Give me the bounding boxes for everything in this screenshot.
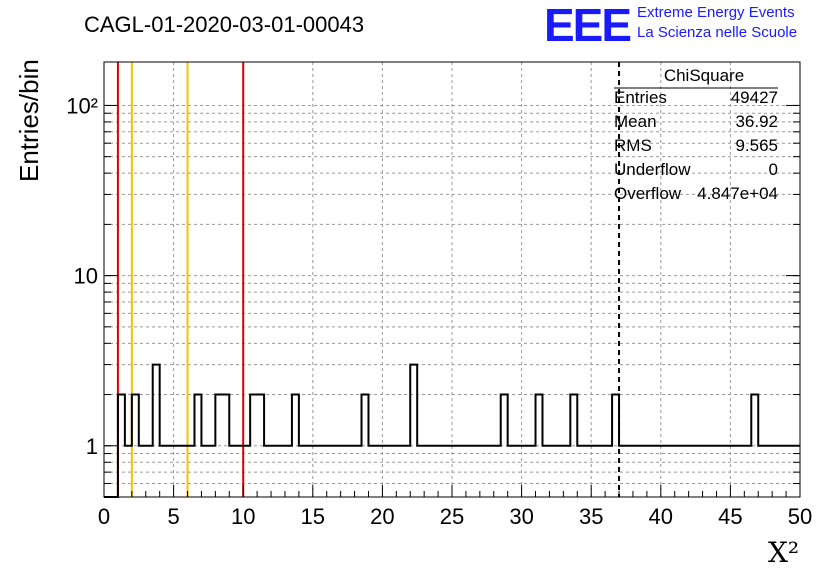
stats-box: ChiSquare Entries 49427 Mean 36.92 RMS 9.56… <box>614 66 778 206</box>
y-tick-label: 10² <box>66 93 98 118</box>
stats-row-overflow: Overflow 4.847e+04 <box>614 182 778 206</box>
stats-value: 0 <box>768 160 778 179</box>
stats-label: Mean <box>614 112 657 131</box>
y-axis-label: Entries/bin <box>14 59 44 182</box>
stats-row-mean: Mean 36.92 <box>614 110 778 134</box>
stats-value: 36.92 <box>735 112 778 131</box>
y-tick-label: 10 <box>74 264 98 289</box>
y-tick-label: 1 <box>86 434 98 459</box>
stats-row-rms: RMS 9.565 <box>614 134 778 158</box>
histogram-line <box>104 363 800 498</box>
x-tick-label: 40 <box>649 504 673 529</box>
stats-value: 9.565 <box>735 136 778 155</box>
x-axis-label: X² <box>768 536 800 569</box>
x-tick-label: 35 <box>579 504 603 529</box>
x-tick-label: 30 <box>509 504 533 529</box>
eee-logo: EEE <box>544 0 632 51</box>
stats-row-underflow: Underflow 0 <box>614 158 778 182</box>
logo-line-1: Extreme Energy Events <box>637 4 795 21</box>
x-tick-label: 15 <box>301 504 325 529</box>
x-tick-label: 0 <box>98 504 110 529</box>
x-tick-label: 50 <box>788 504 812 529</box>
x-tick-label: 20 <box>370 504 394 529</box>
stats-label: Underflow <box>614 160 691 179</box>
x-tick-label: 25 <box>440 504 464 529</box>
stats-title: ChiSquare <box>663 66 745 85</box>
logo-line-2: La Scienza nelle Scuole <box>637 24 798 41</box>
x-tick-label: 10 <box>231 504 255 529</box>
stats-label: Overflow <box>614 184 682 203</box>
x-tick-label: 5 <box>167 504 179 529</box>
stats-value: 4.847e+04 <box>697 184 778 203</box>
x-tick-label: 45 <box>718 504 742 529</box>
stats-value: 49427 <box>730 88 778 107</box>
stats-label: Entries <box>614 88 667 107</box>
stats-row-entries: Entries 49427 <box>614 86 778 110</box>
stats-label: RMS <box>614 136 652 155</box>
chart-title: CAGL-01-2020-03-01-00043 <box>84 12 365 37</box>
